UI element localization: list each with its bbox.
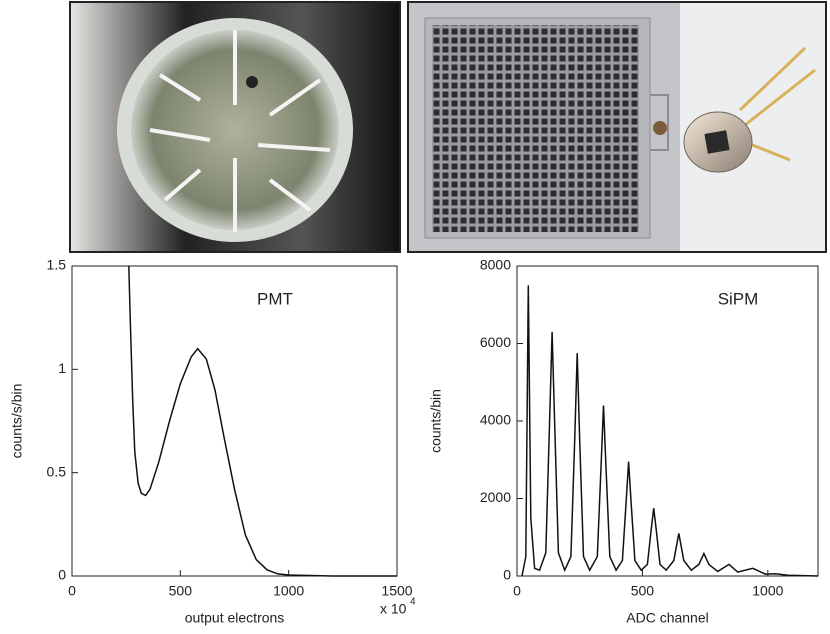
x-tick-label: 0 xyxy=(513,583,521,599)
pmt-photo xyxy=(69,1,401,253)
y-tick-label: 0 xyxy=(58,567,66,583)
annotation: SiPM xyxy=(718,289,759,308)
y-tick-label: 0.5 xyxy=(47,463,67,479)
y-tick-label: 8000 xyxy=(480,257,511,273)
y-tick-label: 6000 xyxy=(480,334,511,350)
y-axis-label: counts/s/bin xyxy=(9,384,25,459)
plot-frame xyxy=(516,265,819,577)
x-axis-label: ADC channel xyxy=(626,610,709,626)
x-tick-label: 1000 xyxy=(752,583,783,599)
y-tick-label: 1 xyxy=(58,360,66,376)
x-tick-label: 1500 xyxy=(381,583,412,599)
x-exponent: 4 xyxy=(410,597,416,608)
plot-frame xyxy=(71,265,398,577)
y-tick-label: 0 xyxy=(503,567,511,583)
x-tick-label: 1000 xyxy=(273,583,304,599)
x-multiplier: x 10 xyxy=(380,601,407,617)
data-line xyxy=(128,265,397,577)
y-axis-label: counts/bin xyxy=(428,389,444,453)
y-tick-label: 1.5 xyxy=(47,257,67,273)
y-tick-label: 2000 xyxy=(480,489,511,505)
x-axis-label: output electrons xyxy=(185,610,285,626)
annotation: PMT xyxy=(257,289,293,308)
sipm-photo xyxy=(407,1,827,253)
data-line xyxy=(521,285,819,577)
x-tick-label: 500 xyxy=(169,583,193,599)
x-tick-label: 500 xyxy=(631,583,655,599)
y-tick-label: 4000 xyxy=(480,412,511,428)
x-tick-label: 0 xyxy=(68,583,76,599)
